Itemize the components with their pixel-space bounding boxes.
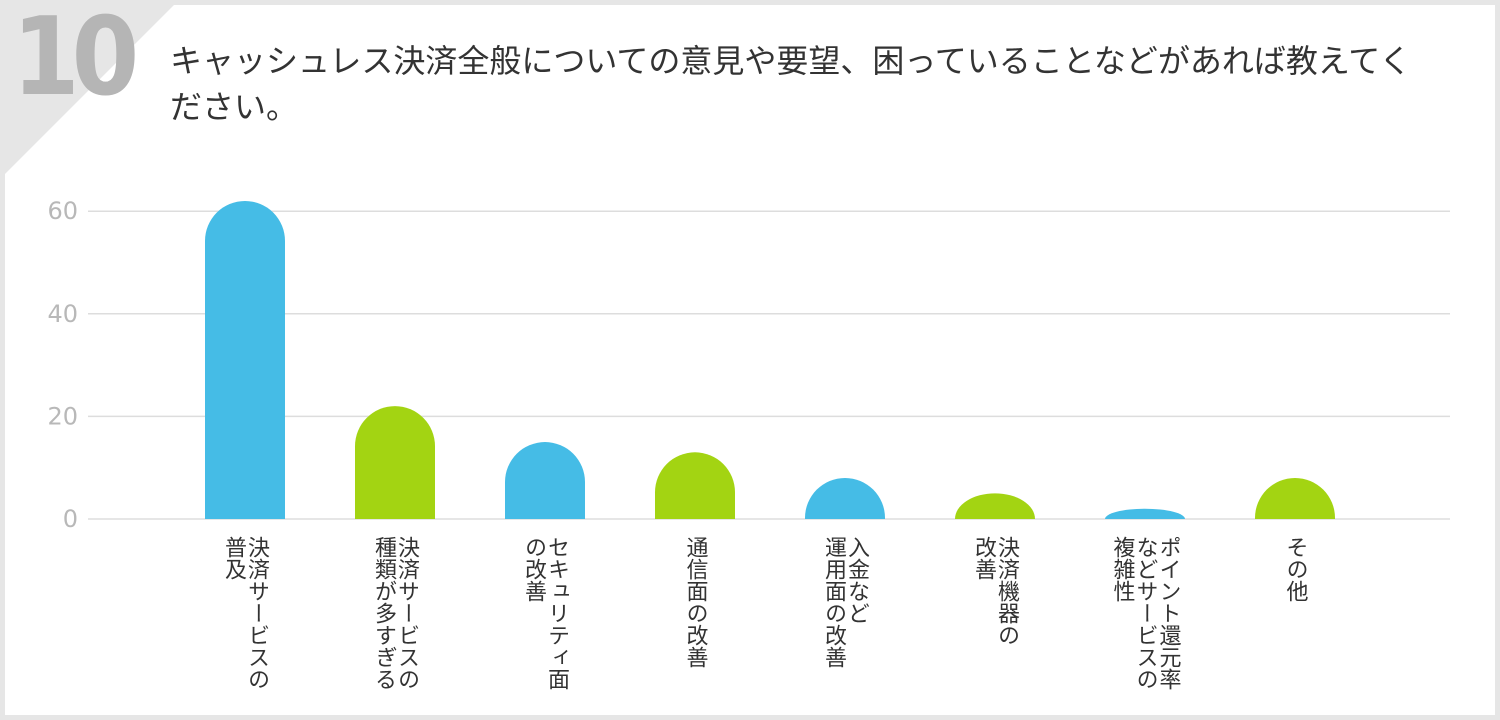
x-category-label: 決済サービスの 普及 — [155, 536, 335, 714]
x-category-label-line: セキュリティ面 — [544, 536, 569, 690]
bar-4 — [655, 452, 735, 519]
bar-7 — [1105, 508, 1185, 519]
bar-1 — [205, 200, 285, 519]
x-category-label-line: の改善 — [521, 536, 546, 602]
x-category-label: 決済機器の 改善 — [905, 536, 1085, 714]
bar-8 — [1255, 477, 1335, 519]
x-category-label: 決済サービスの 種類が多すぎる — [305, 536, 485, 714]
x-category-label: その他 — [1205, 536, 1385, 714]
y-axis-ticks: 0 20 40 60 — [47, 197, 78, 533]
x-category-label-line: 複雑性 — [1109, 536, 1135, 602]
x-category-label-line: ポイント還元率 — [1155, 536, 1181, 690]
y-tick-label: 40 — [47, 300, 78, 328]
x-category-label: 入金など 運用面の改善 — [755, 536, 935, 714]
bar-6 — [955, 493, 1035, 519]
x-category-label-line: 決済サービスの — [244, 536, 269, 690]
card-background — [5, 5, 1495, 715]
x-category-label-line: 運用面の改善 — [821, 536, 846, 668]
x-category-label: セキュリティ面 の改善 — [455, 536, 635, 714]
bars — [205, 200, 1335, 519]
x-category-label: 通信面の改善 — [605, 536, 785, 714]
x-category-label-line: 普及 — [221, 536, 246, 580]
x-category-label-line: 決済サービスの — [394, 536, 419, 690]
x-category-label-line: 改善 — [971, 536, 996, 580]
y-tick-label: 0 — [63, 505, 78, 533]
x-category-label-line: その他 — [1282, 536, 1308, 602]
question-text: キャッシュレス決済全般についての意見や要望、困っていることなどがあれば教えてくだ… — [170, 42, 1412, 126]
grid-lines — [88, 210, 1450, 520]
bar-2 — [355, 406, 435, 519]
x-category-label-line: などサービスの — [1132, 536, 1158, 690]
x-category-label-line: 入金など — [844, 536, 869, 624]
y-tick-label: 60 — [47, 197, 78, 225]
y-tick-label: 20 — [47, 402, 78, 430]
question-number: 10 — [12, 0, 139, 120]
bar-5 — [805, 477, 885, 519]
x-category-label-line: 種類が多すぎる — [371, 536, 396, 690]
bar-3 — [505, 442, 585, 519]
x-category-label: ポイント還元率 などサービスの 複雑性 — [1055, 536, 1235, 714]
x-category-label-line: 通信面の改善 — [682, 536, 708, 668]
x-category-label-line: 決済機器の — [994, 536, 1019, 646]
